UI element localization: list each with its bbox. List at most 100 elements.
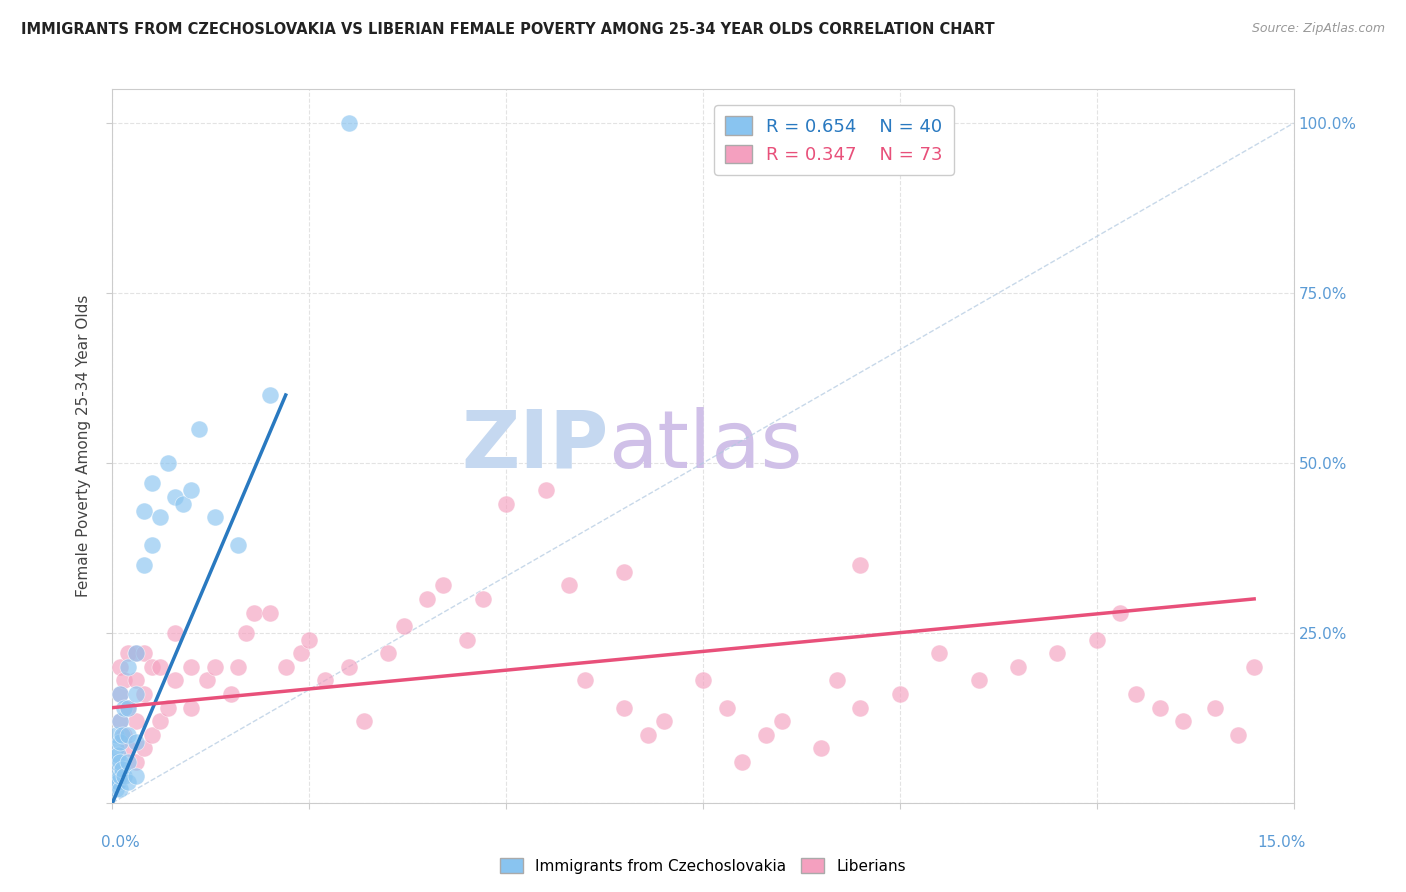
Point [149, 510, 172, 524]
Point [117, 728, 139, 742]
Point [471, 591, 494, 606]
Point [117, 755, 139, 769]
Point [110, 782, 132, 797]
Point [188, 422, 211, 436]
Point [156, 700, 179, 714]
Point [1227, 728, 1250, 742]
Point [125, 646, 148, 660]
Text: 15.0%: 15.0% [1257, 835, 1305, 850]
Point [112, 769, 135, 783]
Point [1085, 632, 1108, 647]
Point [141, 476, 163, 491]
Legend: Immigrants from Czechoslovakia, Liberians: Immigrants from Czechoslovakia, Liberian… [494, 852, 912, 880]
Point [117, 741, 139, 756]
Point [172, 497, 194, 511]
Point [337, 116, 360, 130]
Point [125, 646, 148, 660]
Point [110, 755, 132, 769]
Point [141, 728, 163, 742]
Y-axis label: Female Poverty Among 25-34 Year Olds: Female Poverty Among 25-34 Year Olds [76, 295, 91, 597]
Point [1173, 714, 1195, 729]
Point [110, 660, 132, 674]
Point [353, 714, 375, 729]
Point [259, 388, 281, 402]
Point [219, 687, 242, 701]
Point [1109, 606, 1132, 620]
Point [534, 483, 557, 498]
Point [111, 728, 134, 742]
Point [195, 673, 218, 688]
Point [392, 619, 415, 633]
Point [1149, 700, 1171, 714]
Point [105, 755, 128, 769]
Point [180, 660, 202, 674]
Point [574, 673, 596, 688]
Point [156, 456, 179, 470]
Point [125, 769, 148, 783]
Point [125, 714, 148, 729]
Point [149, 660, 172, 674]
Point [204, 660, 226, 674]
Point [125, 755, 148, 769]
Point [180, 700, 202, 714]
Point [132, 503, 155, 517]
Point [755, 728, 778, 742]
Point [314, 673, 336, 688]
Point [165, 626, 187, 640]
Point [290, 646, 312, 660]
Point [125, 734, 148, 748]
Point [456, 632, 478, 647]
Point [132, 687, 155, 701]
Point [141, 537, 163, 551]
Point [1046, 646, 1069, 660]
Point [298, 632, 321, 647]
Point [105, 728, 128, 742]
Point [204, 510, 226, 524]
Legend: R = 0.654    N = 40, R = 0.347    N = 73: R = 0.654 N = 40, R = 0.347 N = 73 [714, 105, 953, 175]
Point [235, 626, 257, 640]
Point [849, 700, 872, 714]
Text: IMMIGRANTS FROM CZECHOSLOVAKIA VS LIBERIAN FEMALE POVERTY AMONG 25-34 YEAR OLDS : IMMIGRANTS FROM CZECHOSLOVAKIA VS LIBERI… [21, 22, 994, 37]
Point [112, 728, 135, 742]
Point [125, 673, 148, 688]
Point [243, 606, 266, 620]
Point [1243, 660, 1265, 674]
Point [652, 714, 675, 729]
Point [117, 775, 139, 789]
Point [110, 714, 132, 729]
Point [125, 687, 148, 701]
Point [228, 660, 250, 674]
Point [377, 646, 399, 660]
Point [112, 700, 135, 714]
Point [117, 700, 139, 714]
Point [149, 714, 172, 729]
Point [810, 741, 832, 756]
Point [637, 728, 659, 742]
Point [849, 558, 872, 572]
Point [110, 769, 132, 783]
Point [731, 755, 754, 769]
Point [141, 660, 163, 674]
Point [105, 741, 128, 756]
Point [770, 714, 793, 729]
Point [228, 537, 250, 551]
Point [117, 660, 139, 674]
Point [105, 769, 128, 783]
Point [132, 741, 155, 756]
Point [337, 660, 360, 674]
Point [132, 646, 155, 660]
Point [112, 673, 135, 688]
Point [165, 673, 187, 688]
Point [274, 660, 297, 674]
Point [111, 762, 134, 776]
Point [132, 558, 155, 572]
Point [105, 782, 128, 797]
Text: 0.0%: 0.0% [101, 835, 139, 850]
Point [716, 700, 738, 714]
Point [889, 687, 911, 701]
Point [259, 606, 281, 620]
Point [110, 687, 132, 701]
Point [692, 673, 714, 688]
Point [110, 687, 132, 701]
Text: Source: ZipAtlas.com: Source: ZipAtlas.com [1251, 22, 1385, 36]
